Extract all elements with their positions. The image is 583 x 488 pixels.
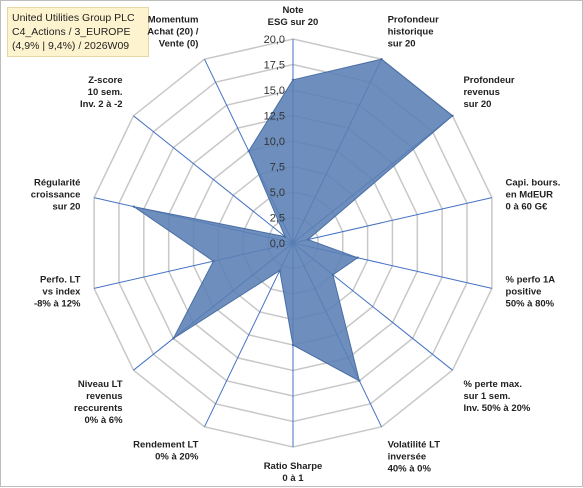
axis-label: Momentum Achat (20) / Vente (0) <box>147 15 199 50</box>
title-category: C4_Actions / 3_EUROPE <box>12 26 131 38</box>
axis-label: Perfo. LT vs index -8% à 12% <box>34 275 81 310</box>
axis-label-line: 0% à 6% <box>85 415 124 426</box>
data-point <box>291 343 295 347</box>
axis-label-line: sur 20 <box>388 39 416 50</box>
data-point <box>212 259 215 263</box>
data-point <box>451 114 454 118</box>
radial-tick-label: 10,0 <box>264 136 285 148</box>
radial-tick-label: 17,5 <box>264 60 285 72</box>
axis-spoke <box>133 115 294 244</box>
axis-label-line: 0 à 1 <box>282 473 304 484</box>
data-point <box>358 379 361 383</box>
axis-label-line: inversée <box>388 451 427 462</box>
radial-tick-label: 2,5 <box>270 213 285 225</box>
axis-label-line: sur 20 <box>463 99 491 110</box>
axis-label-line: -8% à 12% <box>34 299 81 310</box>
axis-label-line: en MdEUR <box>506 189 554 200</box>
radial-tick-label: 12,5 <box>264 111 285 123</box>
axis-label: Niveau LT revenus reccurents 0% à 6% <box>74 379 123 426</box>
axis-label-line: Z-score <box>88 75 122 86</box>
axis-label-line: Profondeur <box>388 15 439 26</box>
axis-label-line: 10 sem. <box>88 87 123 98</box>
data-point <box>306 238 310 241</box>
data-point <box>291 78 295 82</box>
axis-label: Rendement LT 0% à 20% <box>133 439 199 462</box>
data-point <box>132 205 136 208</box>
data-point <box>247 149 250 153</box>
data-point <box>172 337 175 340</box>
chart-title-box: United Utilities Group PLC C4_Actions / … <box>7 7 149 57</box>
axis-label-line: 0% à 20% <box>155 451 199 462</box>
axis-label-line: historique <box>388 27 434 38</box>
axis-label-line: Capi. bours. <box>506 177 561 188</box>
radial-tick-label: 0,0 <box>270 238 285 250</box>
axis-label-line: 40% à 0% <box>388 463 432 474</box>
title-period: (4,9% | 9,4%) / 2026W09 <box>12 40 130 52</box>
radial-tick-label: 15,0 <box>264 85 285 97</box>
axis-label: Régularité croissance sur 20 <box>31 177 81 212</box>
axis-label-line: ESG sur 20 <box>268 17 319 28</box>
radial-tick-label: 20,0 <box>264 34 285 46</box>
data-point <box>278 269 281 272</box>
axis-label: Z-score 10 sem. Inv. 2 à -2 <box>80 75 123 110</box>
radial-tick-label: 5,0 <box>270 187 285 199</box>
axis-label: Ratio Sharpe 0 à 1 <box>264 461 323 484</box>
data-point <box>380 58 383 61</box>
data-point <box>283 235 287 238</box>
radial-tick-label: 7,5 <box>270 162 285 174</box>
axis-label-line: Note <box>282 5 303 16</box>
axis-label: % perfo 1A positive 50% à 80% <box>506 275 556 310</box>
axis-label-line: % perfo 1A <box>506 275 556 286</box>
axis-label: Note ESG sur 20 <box>268 5 319 28</box>
axis-label-line: sur 20 <box>52 201 80 212</box>
axis-label-line: vs index <box>42 287 81 298</box>
data-point <box>331 273 335 276</box>
axis-label-line: Rendement LT <box>133 439 198 450</box>
axis-label-line: Vente (0) <box>159 39 199 50</box>
axis-label: Profondeur revenus sur 20 <box>463 75 514 110</box>
axis-label: Profondeur historique sur 20 <box>388 15 439 50</box>
axis-label-line: Momentum <box>148 15 199 26</box>
axis-spoke <box>292 197 492 244</box>
axis-label-line: revenus <box>463 87 499 98</box>
axis-spoke <box>204 242 294 428</box>
axis-label-line: Achat (20) / <box>147 27 199 38</box>
axis-label-line: positive <box>506 287 542 298</box>
axis-label-line: % perte max. <box>463 379 522 390</box>
axis-label: Volatilité LT inversée 40% à 0% <box>388 439 441 474</box>
axis-label-line: sur 1 sem. <box>463 391 510 402</box>
axis-label-line: Profondeur <box>463 75 514 86</box>
axis-label-line: Ratio Sharpe <box>264 461 323 472</box>
axis-label-line: revenus <box>86 391 122 402</box>
axis-label-line: Inv. 50% à 20% <box>463 403 530 414</box>
axis-label-line: Inv. 2 à -2 <box>80 99 123 110</box>
axis-label-line: Perfo. LT <box>40 275 81 286</box>
axis-label-line: Régularité <box>34 177 80 188</box>
axis-label-line: 50% à 80% <box>506 299 555 310</box>
axis-label-line: Niveau LT <box>78 379 123 390</box>
axis-label: Capi. bours. en MdEUR 0 à 60 G€ <box>506 177 561 212</box>
axis-label-line: reccurents <box>74 403 123 414</box>
axis-label: % perte max. sur 1 sem. Inv. 50% à 20% <box>463 379 530 414</box>
axis-label-line: Volatilité LT <box>388 439 441 450</box>
axis-label-line: croissance <box>31 189 81 200</box>
data-point <box>356 256 359 259</box>
axis-label-line: 0 à 60 G€ <box>506 201 548 212</box>
title-company: United Utilities Group PLC <box>12 12 135 24</box>
